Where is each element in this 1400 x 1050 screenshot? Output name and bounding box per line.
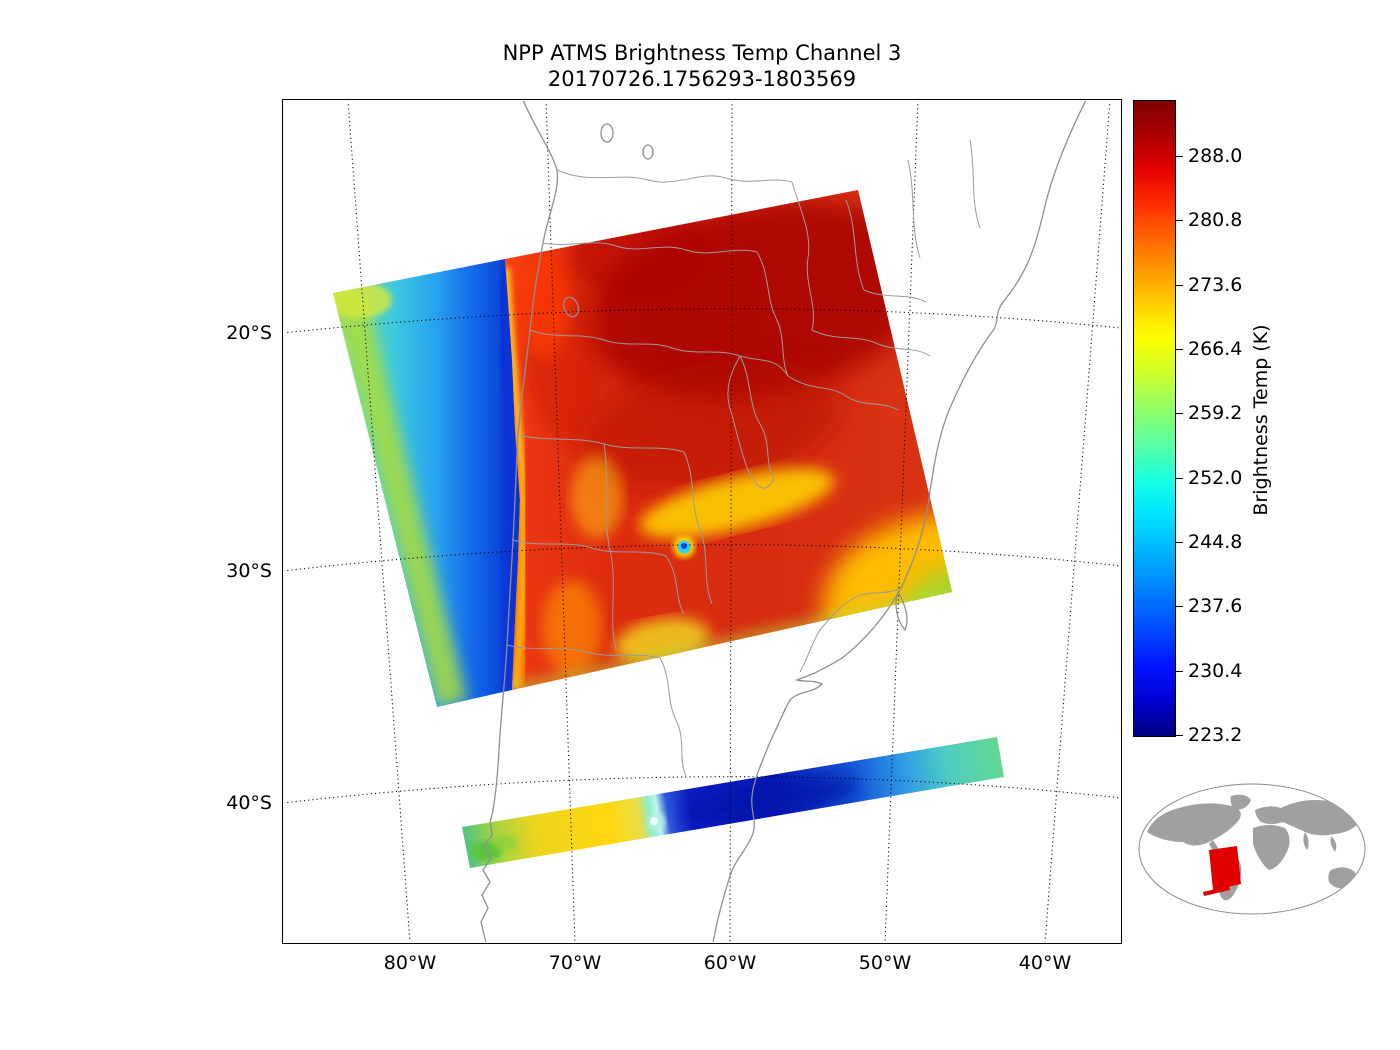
lon-tick-label-70w: 70°W (548, 952, 602, 974)
colorbar-tick-label: 230.4 (1188, 660, 1243, 682)
colorbar-tick-label: 244.8 (1188, 531, 1243, 553)
colorbar-tick (1176, 606, 1183, 607)
colorbar-tick (1176, 735, 1183, 736)
colorbar-tick (1176, 220, 1183, 221)
figure-subtitle: 20170726.1756293-1803569 (547, 67, 857, 91)
colorbar-tick (1176, 156, 1183, 157)
graticule (284, 101, 1120, 942)
meridian-60w (729, 101, 733, 942)
borders-layer (506, 139, 981, 777)
figure-title: NPP ATMS Brightness Temp Channel 3 (502, 41, 902, 65)
colorbar-tick (1176, 478, 1183, 479)
inset-globe (1138, 783, 1366, 915)
island (642, 144, 654, 160)
colorbar-tick (1176, 413, 1183, 414)
lat-tick-label-40s: 40°S (226, 792, 272, 814)
secondary-swath (462, 737, 1004, 868)
lon-tick-label-50w: 50°W (858, 952, 912, 974)
colorbar-axis-label: Brightness Temp (K) (1250, 324, 1272, 516)
lat-tick-label-30s: 30°S (226, 560, 272, 582)
colorbar-tick (1176, 285, 1183, 286)
map-frame (282, 99, 1122, 944)
colorbar-tick-label: 280.8 (1188, 209, 1243, 231)
colorbar-tick (1176, 542, 1183, 543)
meridian-40w (1044, 101, 1111, 942)
colorbar-tick-label: 252.0 (1188, 467, 1243, 489)
island (600, 123, 614, 143)
swath-footprint-marker (1203, 846, 1241, 896)
lat-tick-label-20s: 20°S (226, 322, 272, 344)
colorbar-tick-label: 259.2 (1188, 402, 1243, 424)
main-swath (333, 190, 952, 707)
lon-tick-label-60w: 60°W (703, 952, 757, 974)
colorbar (1133, 100, 1176, 737)
lake-titicaca (562, 296, 580, 318)
colorbar-tick-label: 237.6 (1188, 595, 1243, 617)
colorbar-tick-label: 288.0 (1188, 145, 1243, 167)
ocean-detail (333, 267, 520, 707)
colorbar-tick (1176, 671, 1183, 672)
colorbar-tick-label: 273.6 (1188, 274, 1243, 296)
colorbar-tick-label: 223.2 (1188, 724, 1243, 746)
lon-tick-label-80w: 80°W (383, 952, 437, 974)
colorbar-tick-label: 266.4 (1188, 338, 1243, 360)
lagoon (895, 591, 908, 632)
colorbar-tick (1176, 349, 1183, 350)
coastline-layer (480, 101, 1087, 942)
lon-tick-label-40w: 40°W (1018, 952, 1072, 974)
map-canvas (284, 101, 1120, 942)
